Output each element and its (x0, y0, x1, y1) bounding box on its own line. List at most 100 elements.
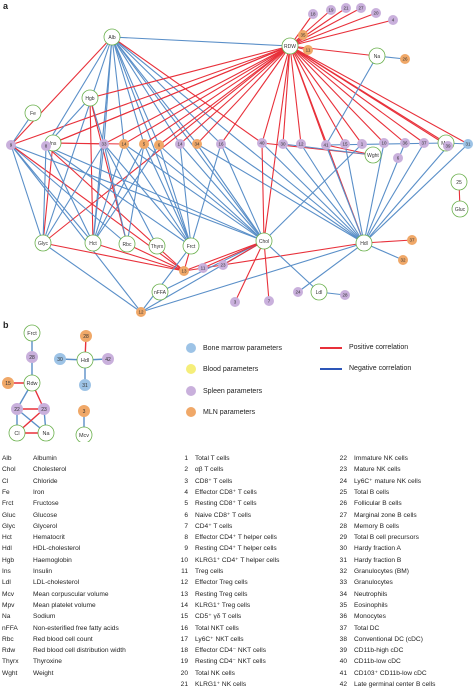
abbreviation-key: Hct (2, 534, 12, 542)
node-circle-m25 (450, 173, 468, 191)
node-label-Hct: Hct (89, 241, 97, 247)
node-s12: 12 (296, 139, 306, 149)
edge-Chol-Ldl (263, 240, 320, 293)
edge-Rdw-s31 (289, 45, 469, 145)
edge-m14-Hct (92, 143, 125, 244)
node-circle-Hdl (76, 351, 94, 369)
node-label-s27: 27 (358, 6, 364, 11)
node-circle-m6 (154, 140, 164, 150)
node-label-Frct: Frct (27, 331, 37, 337)
cell-type-name: Treg cells (195, 568, 224, 575)
node-circle-m5 (139, 139, 149, 149)
node-circle-s8 (41, 141, 51, 151)
edge-Alb-s14 (111, 36, 181, 145)
edge-Alb-Chol (111, 36, 265, 242)
abbreviation-key: Rbc (2, 635, 14, 643)
cell-type-number: 40 (339, 658, 347, 666)
node-circle-Chol (255, 232, 273, 250)
cell-type-number: 1 (184, 455, 188, 462)
node-s27: 27 (356, 3, 366, 13)
node-label-s8: 8 (45, 144, 48, 149)
node-label-nFFA: nFFA (154, 290, 167, 296)
node-s14: 14 (175, 139, 185, 149)
node-b15: 15 (2, 377, 14, 389)
node-circle-s14 (175, 139, 185, 149)
cell-type-number: 13 (180, 590, 188, 598)
edge-Alb-m34 (111, 36, 198, 145)
node-label-b3: 3 (83, 409, 86, 415)
abbreviation-key: Hgb (2, 556, 15, 564)
node-label-Thyrx: Thyrx (151, 244, 164, 250)
abbreviation-value: Thyroxine (33, 658, 62, 666)
cell-type-number: 3 (184, 477, 188, 485)
node-circle-nFFA (151, 283, 169, 301)
node-m26: 26 (400, 54, 410, 64)
edge-s16-Hdl (220, 143, 365, 244)
legend-positive: Positive correlation (320, 344, 408, 351)
cell-type-number: 32 (339, 568, 347, 575)
edge-s33-Thyrx (103, 143, 158, 247)
node-m37: 37 (407, 235, 417, 245)
node-circle-b3 (78, 405, 90, 417)
edge-Hgb-Hct (89, 97, 94, 244)
cell-type-name: CD103⁺ CD11b-low cDC (354, 669, 427, 677)
edge-Chol-s7 (263, 240, 270, 302)
legend-negative: Negative correlation (320, 365, 411, 372)
node-m32: 32 (398, 255, 408, 265)
edge-s16-Chol (220, 143, 265, 242)
cell-type-name: KLRG1⁺ NK cells (195, 681, 247, 688)
edge-Rdw-Ins (52, 45, 291, 144)
node-s18: 18 (308, 9, 318, 19)
abbreviation-value: Red blood cell count (33, 635, 93, 643)
abbreviation-key: Mpv (2, 601, 15, 609)
legend-positive-label: Positive correlation (349, 344, 409, 351)
abbreviation-value: Glycerol (33, 522, 58, 530)
edge-Chol-s11 (202, 240, 265, 269)
node-m5: 5 (139, 139, 149, 149)
edge-s31-Hdl (363, 143, 469, 244)
abbreviation-value: Sodium (33, 613, 56, 621)
node-label-s21: 21 (343, 6, 349, 11)
node-circle-m26 (400, 54, 410, 64)
edge-s14-Frct (179, 143, 192, 247)
node-circle-s9 (6, 140, 16, 150)
node-label-Rbc: Rbc (123, 242, 132, 248)
edge-s8-Chol (45, 145, 265, 242)
node-label-Glyc: Glyc (38, 241, 49, 247)
node-m13: 13 (179, 266, 189, 276)
edge-Rdw-s10 (289, 45, 385, 144)
node-circle-s3 (230, 297, 240, 307)
cell-type-number: 41 (339, 669, 347, 677)
abbreviation-key: Rdw (2, 647, 16, 655)
edge-Rdw-Mpv (289, 45, 447, 144)
node-s3: 3 (230, 297, 240, 307)
edge-Rdw-s21 (289, 7, 347, 47)
node-label-s23: 23 (220, 263, 226, 268)
node-label-Rdw: Rdw (26, 381, 37, 387)
edge-s33-Hct (92, 143, 105, 244)
cell-type-number: 38 (339, 635, 347, 643)
cell-type-name: Granulocytes (354, 579, 393, 587)
node-Alb: Alb (103, 28, 121, 46)
node-label-m34: 34 (194, 142, 200, 147)
abbreviation-value: HDL-cholesterol (33, 545, 81, 553)
mln-swatch (186, 407, 196, 417)
network-diagram-a: AlbRDWNaFeHgbInsWghtMpvGlycHctRbcThyrxFr… (6, 3, 473, 317)
node-circle-b23 (38, 403, 50, 415)
abbreviation-value: Insulin (33, 568, 53, 575)
node-label-s10: 10 (381, 141, 387, 146)
abbreviation-value: Red blood cell distribution width (33, 647, 126, 655)
negative-line-swatch (320, 367, 342, 370)
cell-table-right: 22 Immature NK cells 23 Mature NK cells 24 Ly… (329, 455, 474, 692)
cell-type-name: Hardy fraction B (354, 556, 402, 564)
node-circle-m12 (136, 307, 146, 317)
node-circle-s23 (218, 260, 228, 270)
node-Chol: Chol (255, 232, 273, 250)
cell-type-number: 24 (339, 477, 347, 485)
abbreviation-key: Wght (2, 669, 18, 677)
node-s1: 1 (357, 139, 367, 149)
abbreviation-key: Glyc (2, 522, 16, 530)
node-Hdl: Hdl (355, 234, 373, 252)
cell-type-name: Ly6C⁺ NKT cells (195, 635, 244, 643)
cell-type-name: Effector Treg cells (195, 579, 248, 587)
